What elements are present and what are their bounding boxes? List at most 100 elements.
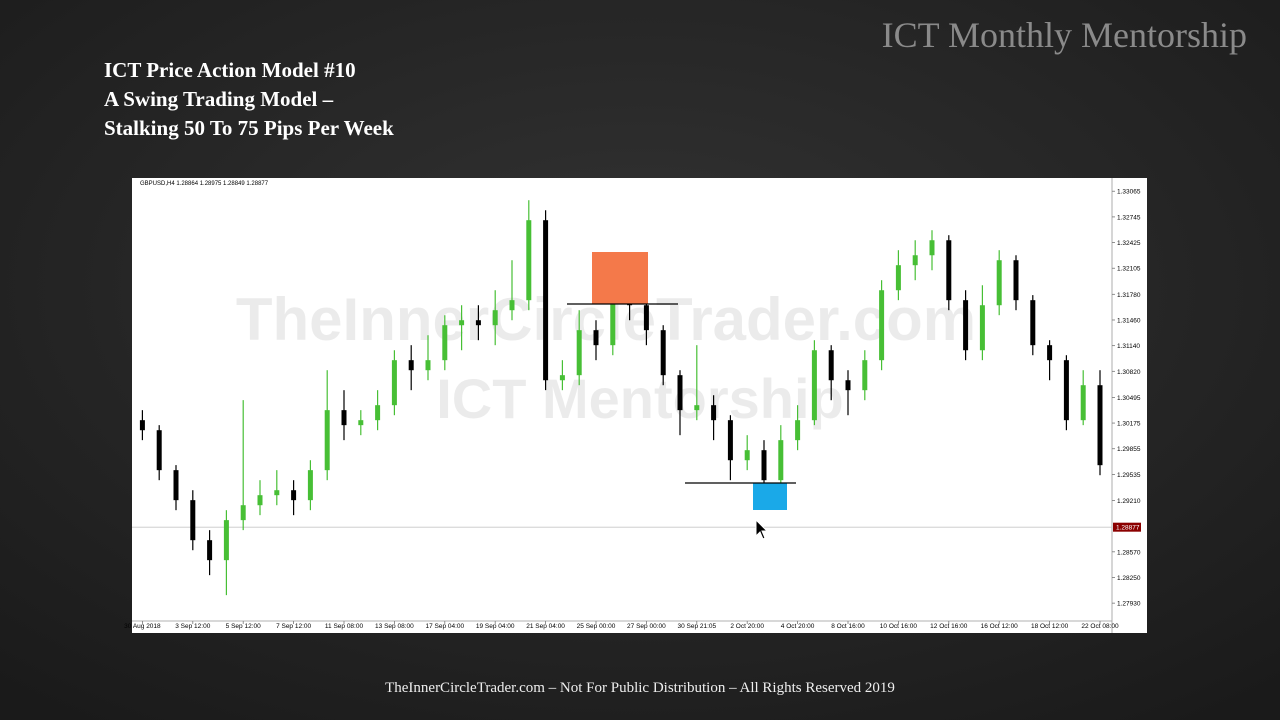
candle-body [307,470,313,501]
candle-body [845,380,851,391]
candle-body [240,505,246,521]
demand-zone [753,483,787,510]
candle-body [375,405,381,421]
y-tick-label: 1.29855 [1117,446,1141,453]
candle-body [744,450,750,461]
y-tick-label: 1.27930 [1117,601,1141,608]
slide-title: Stalking 50 To 75 Pips Per Week [104,116,394,140]
candle-body [761,450,767,481]
x-tick-label: 13 Sep 08:00 [375,623,414,630]
x-tick-label: 19 Sep 04:00 [476,623,515,630]
candle-body [391,360,397,406]
candle-body [778,440,784,481]
cursor [755,518,769,540]
chart-header: GBPUSD,H4 1.28864 1.28975 1.28849 1.2887… [140,181,269,187]
candle-body [979,305,985,351]
brand: ICT Monthly Mentorship [882,15,1247,55]
supply-zone [592,252,648,304]
slide-title: ICT Price Action Model #10 [104,58,356,82]
y-tick-label: 1.30820 [1117,369,1141,376]
x-tick-label: 30 Sep 21:05 [677,623,716,630]
candle-body [795,420,801,441]
candle-body [207,540,213,561]
y-tick-label: 1.33065 [1117,189,1141,196]
candle-body [1030,300,1036,346]
current-price-box [1113,522,1141,532]
watermark: ICT Mentorship [436,367,844,430]
y-tick-label: 1.28570 [1117,549,1141,556]
candle-body [996,260,1002,306]
candle-body [660,330,666,376]
candle-body [879,290,885,361]
candle-body [156,430,162,471]
x-tick-label: 12 Oct 16:00 [930,623,968,630]
y-tick-label: 1.30495 [1117,395,1141,402]
candle-body [190,500,196,541]
x-tick-label: 25 Sep 00:00 [577,623,616,630]
y-tick-label: 1.29210 [1117,498,1141,505]
x-tick-label: 4 Oct 20:00 [781,623,815,630]
candle-body [895,265,901,291]
x-tick-label: 7 Sep 12:00 [276,623,311,630]
candle-body [509,300,515,311]
candle-body [912,255,918,266]
candle-body [593,330,599,346]
x-tick-label: 22 Oct 08:00 [1081,623,1119,630]
x-tick-label: 17 Sep 04:00 [425,623,464,630]
candle-body [223,520,229,561]
x-tick-label: 5 Sep 12:00 [226,623,261,630]
x-tick-label: 3 Sep 12:00 [175,623,210,630]
x-tick-label: 11 Sep 08:00 [325,623,364,630]
candle-body [946,240,952,301]
candle-body [1080,385,1086,421]
plot: 1.33065 1.32745 1.32425 1.32105 1.31780 1.314… [124,189,1141,630]
current-price-label: 1.28877 [1116,525,1140,532]
y-tick-label: 1.29535 [1117,472,1141,479]
candle-body [139,420,145,431]
candle-body [1097,385,1103,466]
y-tick-label: 1.31140 [1117,343,1140,350]
candle-body [324,410,330,471]
x-tick-label: 30 Aug 2018 [124,623,161,630]
y-tick-label: 1.32745 [1117,214,1141,221]
candle-body [173,470,179,501]
y-tick-label: 1.30175 [1117,421,1141,428]
candle-body [643,305,649,331]
candle-body [1047,345,1053,361]
candle-body [929,240,935,256]
candle-body [576,330,582,376]
x-tick-label: 2 Oct 20:00 [730,623,764,630]
candle-body [811,350,817,421]
candle-body [425,360,431,371]
x-tick-label: 21 Sep 04:00 [526,623,565,630]
x-tick-label: 16 Oct 12:00 [981,623,1019,630]
x-tick-label: 18 Oct 12:00 [1031,623,1069,630]
candle-body [1063,360,1069,421]
candle-body [475,320,481,326]
candle-body [274,490,280,496]
candle-body [492,310,498,326]
candle-body [694,405,700,411]
y-tick-label: 1.32425 [1117,240,1141,247]
candle-body [610,300,616,346]
candle-body [341,410,347,426]
candle-body [291,490,297,501]
candle-body [711,405,717,421]
candle-body [526,220,532,301]
footer: TheInnerCircleTrader.com – Not For Publi… [385,680,895,696]
candle-body [727,420,733,461]
y-tick-label: 1.31780 [1117,292,1141,299]
candle-body [828,350,834,381]
y-tick-label: 1.31460 [1117,317,1141,324]
candle-body [963,300,969,351]
slide-title: A Swing Trading Model – [104,87,334,111]
candle-body [1013,260,1019,301]
candle-body [257,495,263,506]
candle-body [358,420,364,426]
x-tick-label: 10 Oct 16:00 [880,623,918,630]
y-tick-label: 1.32105 [1117,266,1141,273]
candle-body [559,375,565,381]
candle-body [459,320,465,326]
